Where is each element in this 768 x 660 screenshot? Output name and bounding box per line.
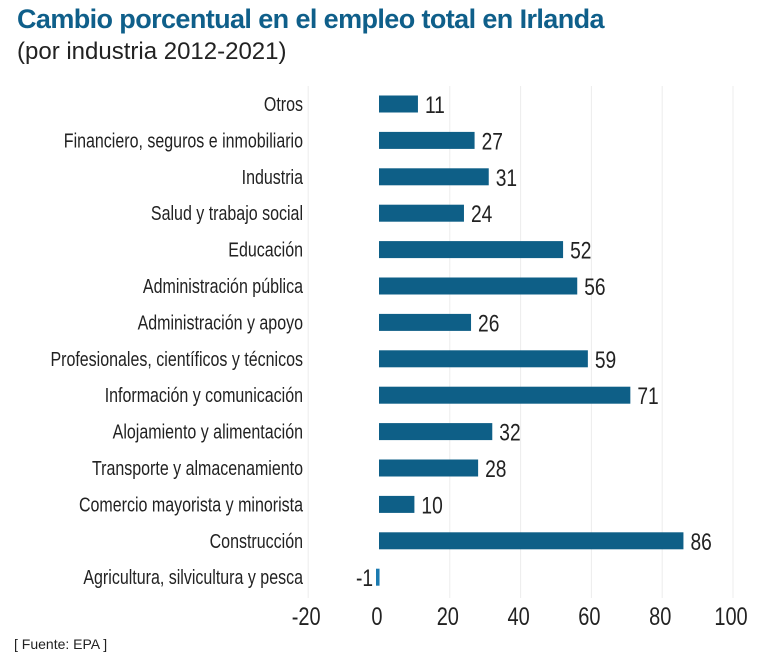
x-tick-label: -20: [292, 603, 321, 631]
x-tick-label: 60: [578, 603, 600, 631]
bar: [379, 277, 578, 295]
category-label: Administración y apoyo: [138, 312, 303, 334]
x-tick-label: 20: [437, 603, 459, 631]
bar: [379, 131, 475, 149]
data-label: 31: [496, 164, 517, 192]
data-label: 24: [471, 200, 492, 228]
bar: [379, 495, 415, 513]
x-tick-label: 0: [371, 603, 382, 631]
category-label: Otros: [264, 93, 303, 115]
bar: [379, 168, 489, 186]
bar: [379, 532, 684, 550]
category-label: Educación: [228, 239, 303, 261]
data-label: -1: [356, 564, 373, 592]
data-label: 59: [595, 346, 616, 374]
data-label: 27: [482, 127, 503, 155]
category-label: Administración pública: [143, 275, 304, 297]
data-label: 52: [570, 237, 591, 265]
chart-subtitle: (por industria 2012-2021): [17, 38, 287, 65]
x-tick-label: 40: [507, 603, 529, 631]
data-label: 10: [421, 491, 442, 519]
category-label: Profesionales, científicos y técnicos: [50, 348, 303, 370]
bar: [379, 423, 493, 441]
data-label: 26: [478, 309, 499, 337]
bar: [379, 241, 564, 259]
data-label: 28: [485, 455, 506, 483]
category-label: Transporte y almacenamiento: [92, 457, 303, 479]
bar: [379, 204, 464, 222]
bar: [376, 568, 380, 586]
data-label: 11: [425, 91, 445, 119]
category-label: Salud y trabajo social: [151, 203, 303, 225]
data-label: 56: [584, 273, 605, 301]
category-label: Información y comunicación: [105, 385, 303, 407]
x-tick-label: 80: [649, 603, 671, 631]
category-label: Construcción: [210, 530, 303, 552]
category-label: Industria: [242, 166, 304, 188]
category-label: Financiero, seguros e inmobiliario: [64, 130, 303, 152]
bar: [379, 386, 631, 404]
bar: [379, 350, 588, 368]
category-label: Agricultura, silvicultura y pesca: [83, 567, 303, 589]
category-label: Alojamiento y alimentación: [113, 421, 303, 443]
category-label: Comercio mayorista y minorista: [79, 494, 304, 516]
chart-title: Cambio porcentual en el empleo total en …: [17, 4, 605, 34]
bar: [379, 313, 472, 331]
x-tick-label: 100: [714, 603, 747, 631]
data-label: 71: [637, 382, 658, 410]
data-label: 86: [690, 528, 711, 556]
source-note: [ Fuente: EPA ]: [14, 636, 108, 652]
bar: [379, 459, 479, 477]
data-label: 32: [499, 419, 520, 447]
bar: [379, 95, 418, 113]
